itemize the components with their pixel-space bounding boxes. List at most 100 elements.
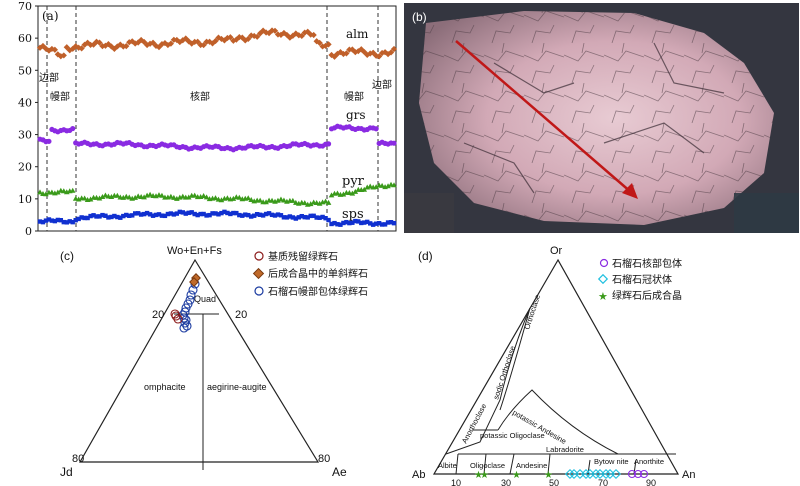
series-pyr-point	[174, 195, 180, 201]
series-sps-point	[335, 222, 340, 227]
panel-c-label: (c)	[60, 249, 74, 263]
tick-20-left: 20	[152, 309, 164, 321]
series-pyr-point	[325, 199, 332, 205]
series-sps-point	[263, 211, 269, 217]
axis-tick-90: 90	[646, 478, 656, 486]
series-label-alm: alm	[346, 27, 369, 41]
series-sps-point	[97, 214, 102, 219]
series-pyr-point	[230, 195, 237, 201]
corona-point	[594, 468, 606, 480]
series-sps-point	[365, 219, 370, 225]
series-pyr-point	[328, 192, 335, 198]
series-pyr-point	[361, 186, 368, 192]
series-pyr-point	[316, 200, 323, 206]
series-sps-point	[278, 213, 284, 218]
symplectite-plagioclase-point: ★	[544, 470, 553, 481]
series-sps-point	[37, 219, 43, 224]
series-sps-point	[368, 221, 373, 226]
series-pyr-point	[55, 189, 61, 195]
series-pyr-point	[340, 191, 347, 197]
series-alm-point	[212, 37, 219, 45]
y-tick-label: 60	[18, 32, 32, 45]
omphacite-inclusion-point	[180, 318, 190, 328]
series-sps-point	[76, 216, 81, 222]
series-sps-point	[168, 211, 174, 216]
series-sps-point	[118, 215, 123, 220]
series-sps-point	[376, 221, 382, 226]
corona-point	[574, 468, 586, 480]
matrix-omphacite-point	[171, 311, 181, 321]
axis-tick-50: 50	[549, 478, 559, 486]
series-pyr-point	[391, 182, 397, 188]
zone-label-core: 核部	[190, 90, 210, 103]
series-grs-point	[325, 141, 332, 147]
series-sps-point	[254, 212, 260, 217]
y-tick-label: 30	[18, 129, 32, 142]
series-pyr-point	[203, 194, 210, 200]
series-pyr-point	[322, 198, 329, 204]
series-sps-point	[314, 215, 319, 220]
series-pyr	[37, 181, 397, 207]
panel-b-photo: (b)	[404, 3, 799, 233]
series-pyr-point	[69, 187, 76, 193]
series-pyr-point	[191, 192, 198, 198]
core-inclusion-point	[627, 469, 637, 479]
series-sps-point	[326, 217, 331, 223]
series-pyr-point	[275, 197, 281, 203]
series-sps-point	[391, 220, 397, 226]
series-pyr-point	[385, 183, 391, 189]
series-grs-point	[373, 126, 379, 132]
panel-d-legend: 石榴石核部包体 石榴石冠状体 ★ 绿辉石后成合晶	[597, 257, 682, 303]
series-sps-point	[138, 212, 144, 217]
series-grs-point	[391, 140, 397, 146]
core-inclusion-point	[633, 469, 643, 479]
series-sps-point	[132, 211, 138, 216]
series-sps-point	[344, 219, 349, 225]
series-sps-point	[130, 213, 135, 218]
legend-d-item-2: 石榴石冠状体	[612, 273, 672, 286]
series-sps-point	[356, 219, 361, 224]
series-pyr-point	[141, 194, 147, 200]
series-pyr-point	[257, 197, 263, 203]
series-sps-point	[275, 212, 281, 217]
corona-point	[568, 468, 580, 480]
series-sps-point	[186, 210, 191, 216]
series-pyr-point	[171, 194, 177, 200]
series-pyr-point	[179, 193, 186, 199]
series-sps-point	[216, 212, 221, 217]
zone-label-rim-right: 边部	[372, 78, 392, 91]
series-pyr-point	[99, 193, 106, 199]
series-sps-point	[73, 217, 78, 223]
zone-label-mantle-left: 幔部	[50, 90, 70, 103]
series-sps-point	[317, 215, 322, 220]
series-sps-point	[231, 210, 236, 216]
symplectite-plagioclase-point: ★	[474, 470, 483, 481]
series-sps-point	[332, 220, 337, 226]
series-alm-point	[254, 33, 261, 40]
series-sps-point	[347, 220, 352, 226]
series-sps-point	[234, 210, 239, 216]
series-sps-point	[284, 215, 290, 220]
series-sps-point	[192, 211, 197, 217]
field-omphacite: omphacite	[144, 382, 186, 392]
series-sps-point	[240, 213, 245, 218]
y-tick-label: 50	[18, 64, 32, 77]
series-pyr-point	[352, 188, 359, 194]
field-orthoclase: Orthoclase	[522, 293, 542, 330]
series-alm-point	[194, 38, 201, 45]
series-sps-point	[153, 212, 159, 218]
field-potassic-oligoclase: potassic Oligoclase	[480, 431, 545, 440]
tick-80-right: 80	[318, 453, 330, 465]
series-sps-point	[219, 210, 224, 216]
series-sps-point	[260, 213, 266, 218]
series-sps-point	[135, 211, 141, 216]
series-sps-point	[144, 210, 150, 216]
y-tick-label: 10	[18, 193, 32, 206]
series-sps-point	[165, 211, 171, 217]
series-sps-point	[162, 213, 168, 219]
field-aegirine-augite: aegirine-augite	[207, 382, 267, 392]
series-sps-point	[323, 216, 328, 221]
zone-label-mantle-right: 幔部	[344, 90, 364, 103]
field-oligoclase: Oligoclase	[470, 461, 505, 470]
apex-or-label: Or	[550, 245, 563, 257]
